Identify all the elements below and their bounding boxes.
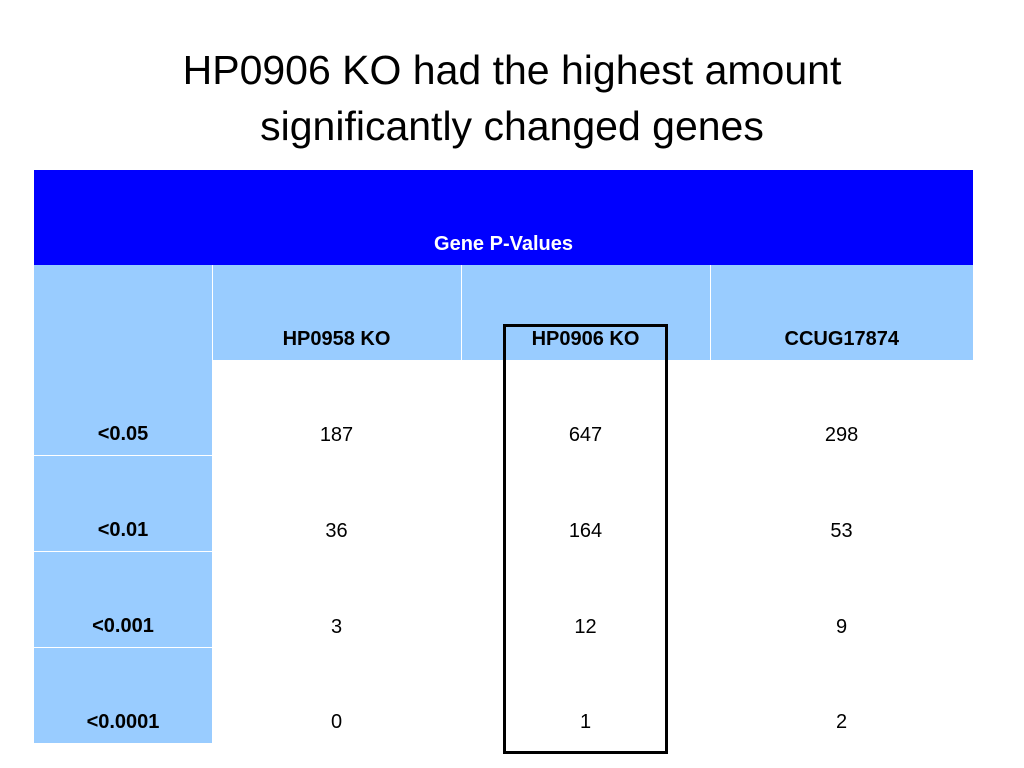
table-cell: 9 (835, 615, 848, 638)
table-cell: 3 (330, 615, 343, 638)
table-row: <0.01 36 164 53 (34, 455, 973, 552)
slide-title-line-1: HP0906 KO had the highest amount (182, 47, 842, 93)
row-label: <0.001 (34, 551, 212, 648)
slide-title: HP0906 KO had the highest amount signifi… (0, 42, 1024, 154)
table-row: <0.0001 0 1 2 (34, 647, 973, 743)
table-cell: 12 (574, 615, 597, 638)
gene-pvalues-table: Gene P-Values HP0958 KO HP0906 KO CCUG17… (34, 170, 974, 743)
slide-title-line-2: significantly changed genes (260, 103, 764, 149)
table-cell: 36 (325, 519, 348, 542)
table-cell: 187 (319, 423, 354, 446)
table-row: <0.05 187 647 298 (34, 360, 973, 456)
table-cell: 647 (568, 423, 603, 446)
column-header-hp0906: HP0906 KO (460, 265, 710, 360)
table-row: <0.001 3 12 9 (34, 551, 973, 648)
table-header-row: HP0958 KO HP0906 KO CCUG17874 (34, 265, 974, 360)
table-cell: 0 (330, 711, 343, 733)
column-header-hp0958: HP0958 KO (211, 265, 461, 360)
table-cell: 1 (579, 711, 592, 733)
table-cell: 2 (835, 711, 848, 733)
table-cell: 164 (568, 519, 603, 542)
table-cell: 298 (824, 423, 859, 446)
row-label: <0.0001 (34, 647, 212, 743)
row-label: <0.05 (34, 360, 212, 456)
table-cell: 53 (830, 519, 853, 542)
table-banner: Gene P-Values (34, 170, 974, 265)
row-label: <0.01 (34, 455, 212, 552)
table-banner-row: Gene P-Values (34, 170, 974, 265)
column-header-ccug17874: CCUG17874 (709, 265, 974, 360)
column-header-empty (34, 265, 212, 360)
